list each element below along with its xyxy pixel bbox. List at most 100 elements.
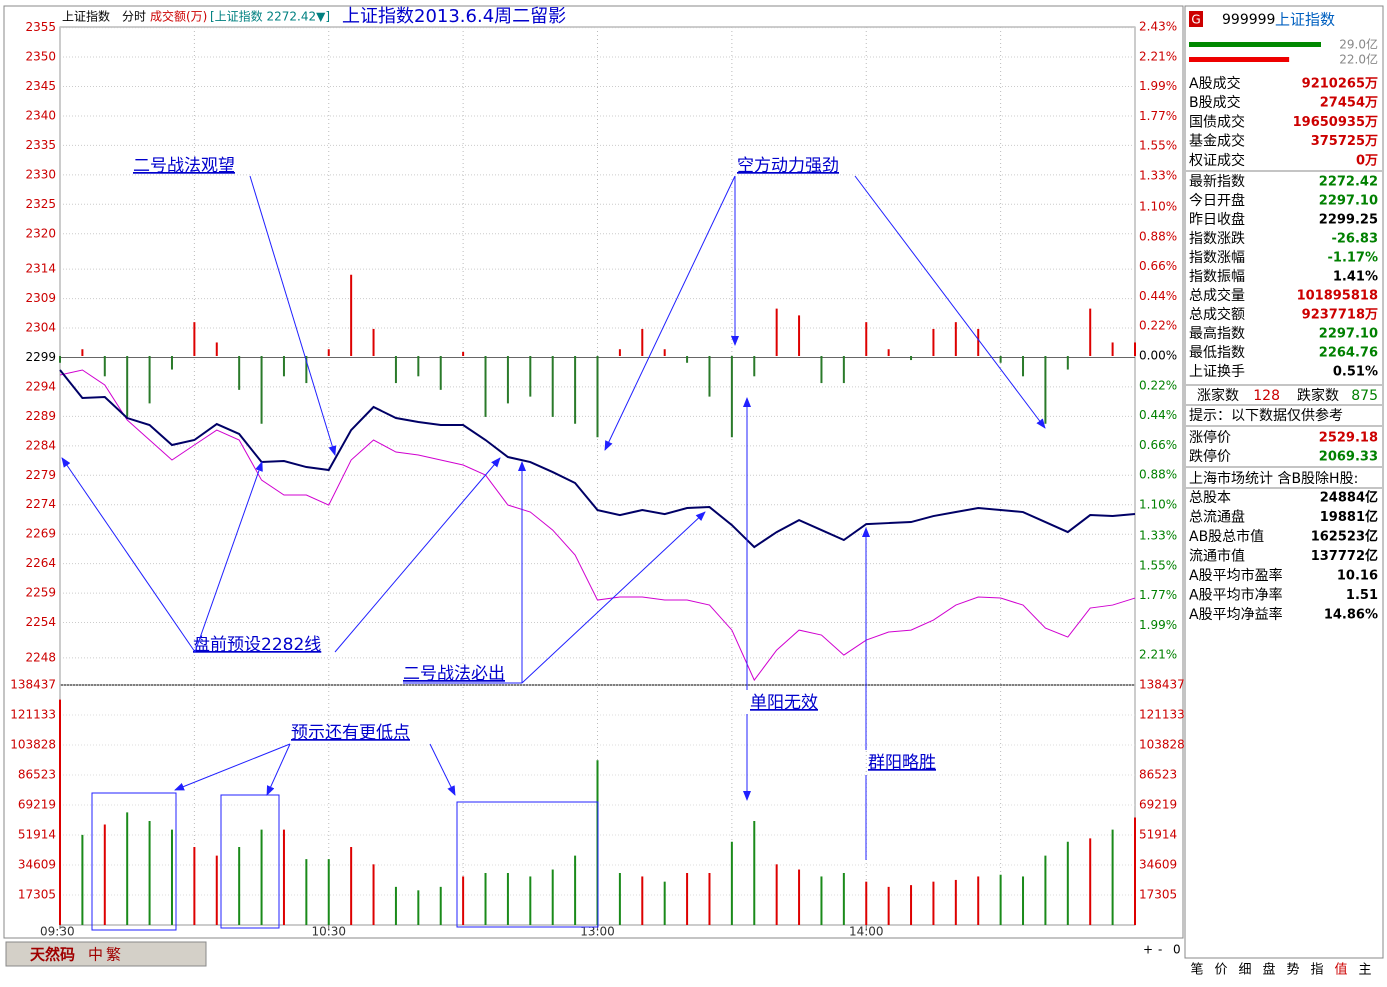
y2-tick-label: 0.66% (1139, 438, 1177, 452)
arrow (854, 175, 1046, 429)
price-line (59, 369, 1136, 549)
tab[interactable]: 指 (1310, 963, 1323, 978)
y-tick-label: 2309 (25, 291, 56, 305)
v-tick-label: 51914 (18, 827, 56, 841)
breadth-value: 875 (1351, 388, 1378, 404)
v-tick-label: 69219 (18, 797, 56, 811)
y-tick-label: 2294 (25, 379, 56, 393)
row-label: 最新指数 (1189, 174, 1245, 190)
y-tick-label: 2279 (25, 468, 56, 482)
y2-tick-label: 1.55% (1139, 558, 1177, 572)
zoom-button[interactable]: 0 (1173, 943, 1181, 957)
v-tick-label: 103828 (10, 737, 56, 751)
row-label: 流通市值 (1189, 548, 1245, 565)
tab[interactable]: 细 (1238, 963, 1251, 978)
name: 上证指数 (1275, 11, 1335, 29)
average-line (59, 369, 1136, 682)
annotation: 空方动力强劲 (737, 156, 839, 176)
tab[interactable]: 盘 (1262, 962, 1275, 978)
y-tick-label: 2325 (25, 197, 56, 211)
v-tick-label: 86523 (1139, 768, 1177, 782)
v-tick-label: 34609 (1139, 858, 1177, 872)
y2-tick-label: 0.44% (1139, 289, 1177, 303)
header-label: 分时 (122, 10, 146, 24)
y2-tick-label: 0.22% (1139, 319, 1177, 333)
row-label: 国债成交 (1189, 113, 1245, 130)
row-label: 总成交量 (1189, 287, 1245, 304)
y-tick-label: 2314 (25, 262, 56, 276)
y2-tick-label: 1.33% (1139, 529, 1177, 543)
y-tick-label: 2284 (25, 438, 56, 452)
breadth-label: 跌家数 (1297, 387, 1339, 404)
row-value: 375725万 (1311, 134, 1378, 149)
row-value: 19881亿 (1320, 509, 1378, 525)
tab[interactable]: 笔 (1190, 962, 1203, 978)
y-tick-label: 2340 (25, 108, 56, 122)
tab[interactable]: 价 (1214, 963, 1227, 978)
side-panel: G 999999 上证指数 涨家数 128 跌家数 875 提示：以下数据仅供参… (1184, 5, 1384, 978)
hint: 提示：以下数据仅供参考 (1189, 407, 1343, 424)
row-value: 10.16 (1337, 569, 1378, 584)
row-value: 27454万 (1320, 96, 1378, 111)
row-label: 上证换手 (1189, 363, 1245, 380)
y2-tick-label: 0.66% (1139, 259, 1177, 273)
badge: G (1191, 13, 1200, 27)
flow-label: 22.0亿 (1339, 52, 1378, 67)
y2-tick-label: 0.22% (1139, 378, 1177, 392)
y2-tick-label: 1.10% (1139, 497, 1177, 511)
row-value: 2297.10 (1319, 194, 1378, 209)
row-value: 0.51% (1333, 365, 1378, 380)
badge-box (1189, 11, 1203, 27)
row-value: 0万 (1356, 153, 1378, 168)
y-tick-label: 2304 (25, 321, 56, 335)
row-label: A股成交 (1189, 75, 1241, 92)
row-value: -1.17% (1328, 251, 1379, 266)
breadth-value: 128 (1253, 388, 1280, 404)
ime-button[interactable]: 繁 (106, 946, 121, 964)
row-value: 2529.18 (1319, 431, 1378, 446)
row-label: 最低指数 (1189, 345, 1245, 361)
row-value: 24884亿 (1320, 490, 1378, 506)
v-tick-label: 103828 (1139, 737, 1185, 751)
breadth-label: 涨家数 (1197, 387, 1239, 404)
plot: 09:30 10:30 13:00 14:00 2355 2350 2345 2340 2335… (10, 20, 1185, 939)
row-label: 跌停价 (1189, 448, 1231, 465)
v-tick-label: 51914 (1139, 827, 1177, 841)
tab[interactable]: 主 (1358, 963, 1371, 978)
y-tick-label: 2254 (25, 615, 56, 629)
y2-tick-label: 1.55% (1139, 139, 1177, 153)
annotation: 单阳无效 (750, 693, 818, 713)
row-value: 137772亿 (1311, 548, 1378, 564)
y-tick-label: 2289 (25, 409, 56, 423)
row-value: 14.86% (1324, 608, 1378, 623)
row-value: 162523亿 (1311, 529, 1378, 545)
code: 999999 (1222, 12, 1275, 28)
arrow (174, 743, 291, 791)
zoom-button[interactable]: + (1143, 943, 1153, 957)
x-tick-label: 10:30 (311, 925, 346, 939)
y-tick-label: 2264 (25, 556, 56, 570)
annotation: 二号战法必出 (403, 664, 505, 684)
y2-tick-label: 1.33% (1139, 168, 1177, 182)
tab[interactable]: 值 (1334, 962, 1347, 978)
arrow (249, 175, 337, 456)
stats-title: 上海市场统计 含B股除H股: (1189, 470, 1358, 487)
highlight-box (220, 794, 280, 929)
row-label: B股成交 (1189, 94, 1241, 111)
annotation: 群阳略胜 (868, 753, 936, 773)
row-value: 2299.25 (1319, 213, 1378, 228)
row-value: -26.83 (1331, 232, 1378, 247)
header-title: 上证指数2013.6.4周二留影 (342, 6, 566, 27)
zoom-button[interactable]: - (1158, 943, 1162, 957)
x-tick-label: 13:00 (580, 925, 615, 939)
highlight-box (456, 801, 599, 928)
v-tick-label: 69219 (1139, 797, 1177, 811)
v-tick-label: 121133 (1139, 707, 1185, 721)
x-tick-label: 14:00 (849, 925, 884, 939)
ime-button[interactable]: 中 (88, 946, 103, 964)
v-tick-label: 138437 (1139, 678, 1185, 692)
tab[interactable]: 势 (1286, 962, 1299, 978)
ime-name[interactable]: 天然码 (30, 946, 75, 964)
v-tick-label: 121133 (10, 707, 56, 721)
x-tick-label: 09:30 (40, 925, 75, 939)
